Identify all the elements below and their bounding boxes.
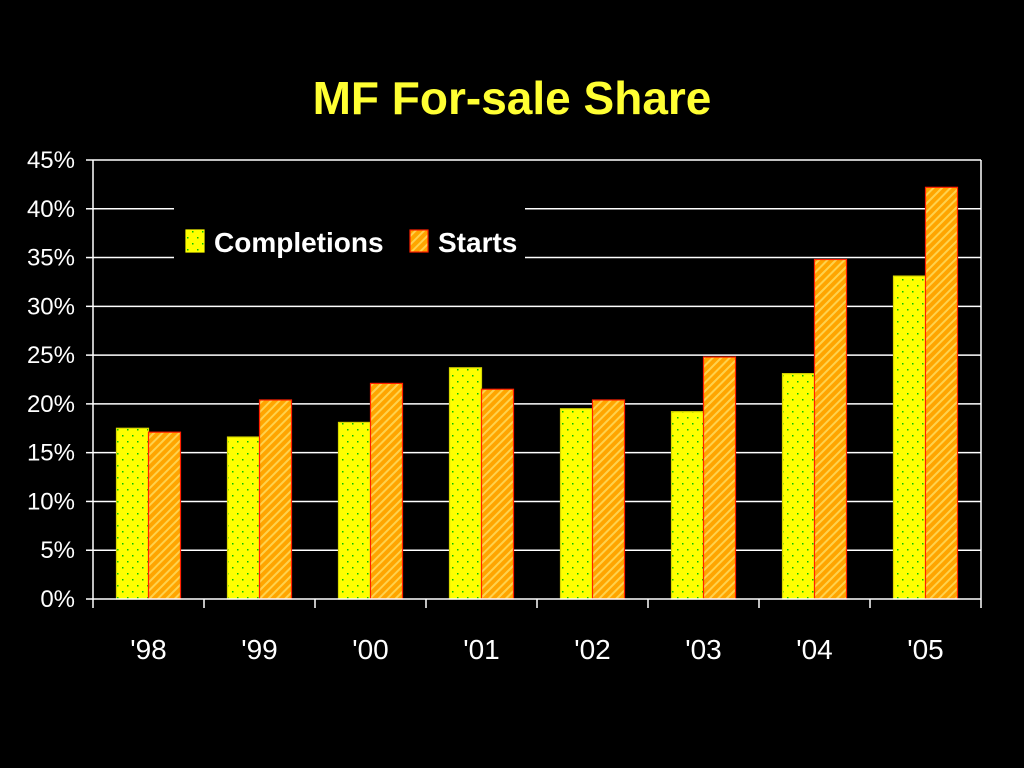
y-tick-label: 30% bbox=[27, 293, 75, 320]
bar-completions bbox=[448, 367, 483, 600]
bar-starts bbox=[147, 431, 182, 600]
bars bbox=[115, 186, 959, 600]
x-tick-label: '03 bbox=[685, 634, 722, 665]
x-tick-label: '05 bbox=[907, 634, 944, 665]
x-tick-label: '99 bbox=[241, 634, 278, 665]
axes: 0% 5% 10% 15% 20% 25% 30% 35% 40% 45% '98 '99 '00 '01… bbox=[27, 147, 982, 665]
bar-completions bbox=[337, 421, 372, 600]
y-tick-label: 25% bbox=[27, 342, 75, 369]
y-tick-label: 35% bbox=[27, 245, 75, 272]
y-tick-label: 10% bbox=[27, 488, 75, 515]
bar-starts bbox=[813, 258, 848, 600]
y-tick-label: 40% bbox=[27, 196, 75, 223]
bar-starts bbox=[480, 388, 515, 600]
bar-completions bbox=[115, 427, 150, 600]
y-tick-label: 20% bbox=[27, 391, 75, 418]
legend-label-completions: Completions bbox=[214, 227, 384, 258]
bar-completions bbox=[559, 408, 594, 600]
x-tick-label: '04 bbox=[796, 634, 833, 665]
bar-completions bbox=[670, 411, 705, 600]
legend-swatch-completions bbox=[185, 229, 205, 253]
bar-completions bbox=[781, 373, 816, 600]
bar-starts bbox=[924, 186, 959, 600]
x-tick-label: '02 bbox=[574, 634, 611, 665]
legend-box bbox=[174, 207, 525, 259]
x-tick-label: '01 bbox=[463, 634, 500, 665]
bar-completions bbox=[892, 275, 927, 600]
y-tick-label: 0% bbox=[40, 586, 75, 613]
legend: Completions Starts bbox=[174, 207, 525, 259]
chart-title: MF For-sale Share bbox=[312, 72, 712, 124]
legend-swatch-starts bbox=[409, 229, 429, 253]
legend-label-starts: Starts bbox=[438, 227, 517, 258]
y-tick-label: 15% bbox=[27, 440, 75, 467]
bar-starts bbox=[369, 382, 404, 600]
bar-starts bbox=[702, 356, 737, 600]
y-tick-label: 45% bbox=[27, 147, 75, 174]
bar-starts bbox=[591, 399, 626, 600]
x-tick-label: '00 bbox=[352, 634, 389, 665]
bar-starts bbox=[258, 399, 293, 600]
bar-completions bbox=[226, 436, 261, 600]
x-tick-label: '98 bbox=[130, 634, 167, 665]
y-tick-label: 5% bbox=[40, 537, 75, 564]
